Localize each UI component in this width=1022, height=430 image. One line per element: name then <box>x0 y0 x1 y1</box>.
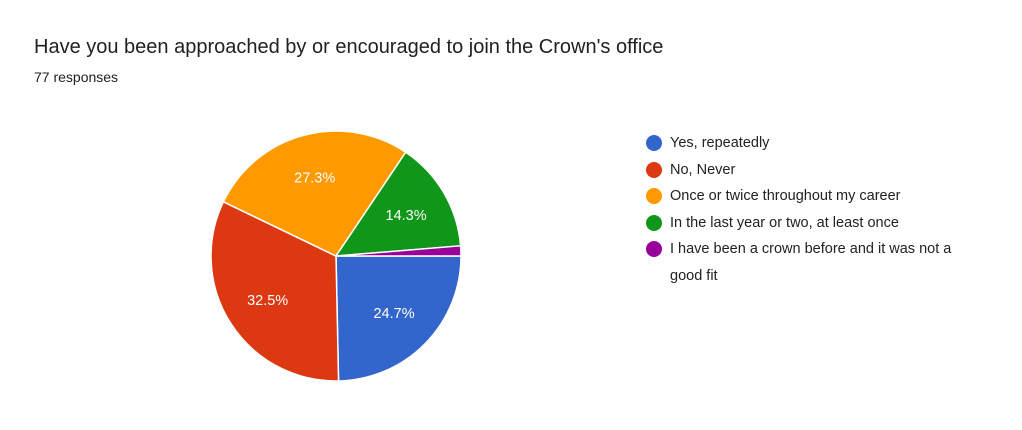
slice-data-label: 24.7% <box>373 306 414 322</box>
legend-item[interactable]: Yes, repeatedly <box>646 130 976 157</box>
legend-item[interactable]: I have been a crown before and it was no… <box>646 236 976 289</box>
legend: Yes, repeatedly No, Never Once or twice th… <box>646 130 976 289</box>
pie-slice[interactable] <box>210 200 340 382</box>
legend-item[interactable]: In the last year or two, at least once <box>646 210 976 237</box>
legend-label: Once or twice throughout my career <box>670 188 901 204</box>
chart-title: Have you been approached by or encourage… <box>34 36 664 58</box>
legend-swatch-icon <box>646 188 662 204</box>
pie-slice[interactable] <box>335 255 462 382</box>
pie-slice[interactable] <box>334 151 462 257</box>
legend-swatch-icon <box>646 214 662 231</box>
pie-slice[interactable] <box>335 245 462 257</box>
slice-data-label: 27.3% <box>294 171 335 187</box>
pie-slice[interactable] <box>222 130 407 257</box>
legend-swatch-icon <box>646 135 662 151</box>
legend-item[interactable]: No, Never <box>646 157 976 184</box>
legend-label: No, Never <box>670 161 736 178</box>
slice-data-label: 14.3% <box>386 208 427 224</box>
slice-data-label: 32.5% <box>247 293 288 309</box>
legend-swatch-icon <box>646 241 662 257</box>
legend-label: In the last year or two, at least once <box>670 214 899 231</box>
legend-item[interactable]: Once or twice throughout my career <box>646 183 976 210</box>
legend-swatch-icon <box>646 161 662 178</box>
legend-label: Yes, repeatedly <box>670 135 770 151</box>
response-count: 77 responses <box>34 69 119 85</box>
legend-label: I have been a crown before and it was no… <box>670 241 952 284</box>
